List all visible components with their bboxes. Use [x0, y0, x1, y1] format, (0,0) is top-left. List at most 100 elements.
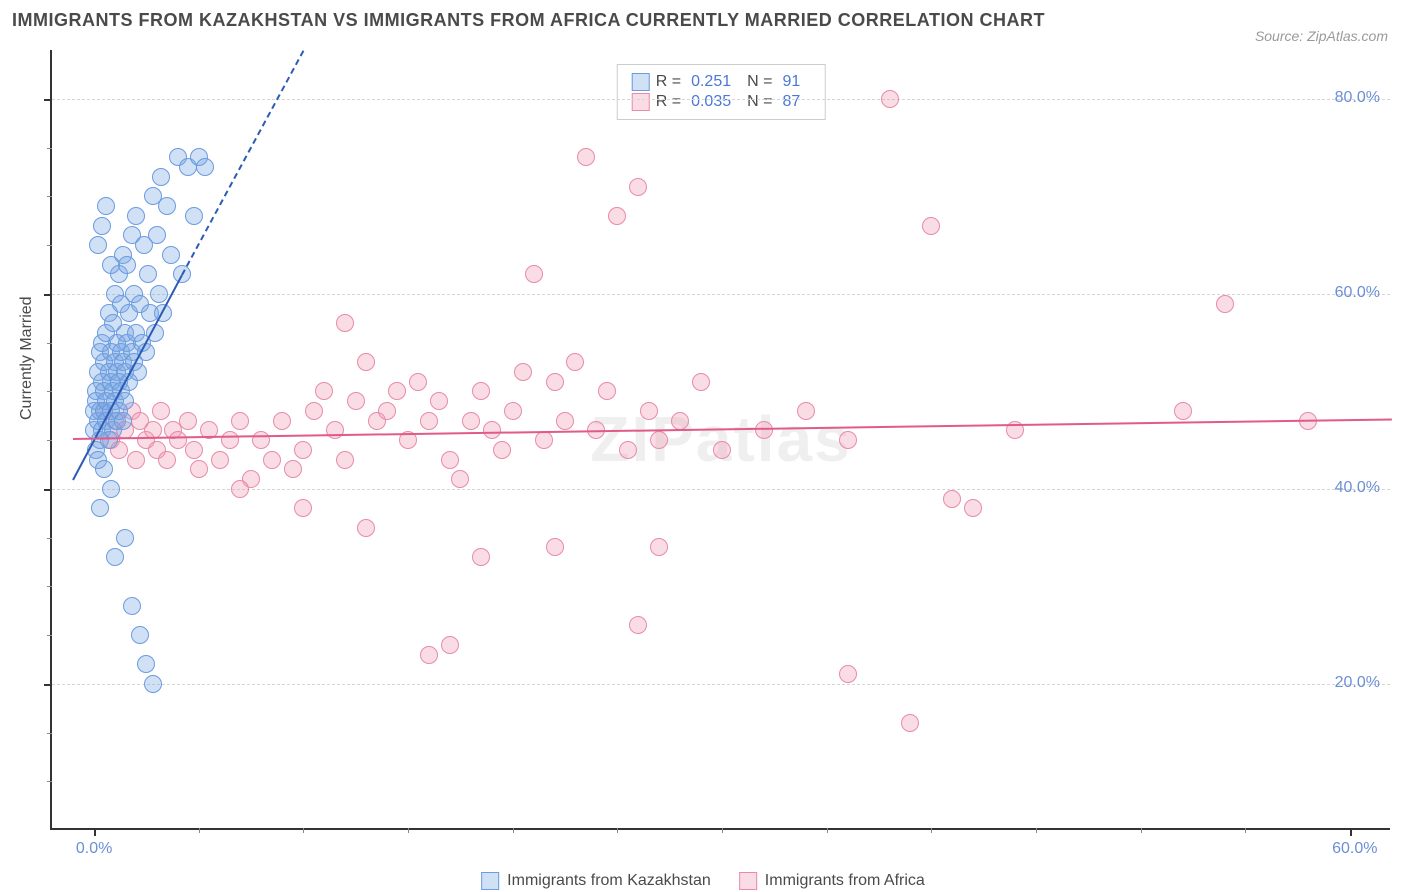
x-tick-label: 60.0% — [1332, 840, 1377, 858]
tick-y-minor — [47, 781, 52, 782]
tick-y-minor — [47, 635, 52, 636]
scatter-point-series2 — [535, 431, 553, 449]
scatter-point-series2 — [546, 373, 564, 391]
scatter-point-series2 — [294, 441, 312, 459]
scatter-point-series2 — [472, 548, 490, 566]
scatter-point-series2 — [231, 480, 249, 498]
scatter-point-series1 — [127, 207, 145, 225]
r-label: R = — [656, 93, 681, 111]
tick-y-minor — [47, 391, 52, 392]
legend-label: Immigrants from Kazakhstan — [507, 872, 711, 890]
scatter-point-series1 — [123, 597, 141, 615]
tick-y — [44, 684, 52, 686]
scatter-point-series1 — [158, 197, 176, 215]
tick-x-minor — [827, 828, 828, 833]
scatter-point-series2 — [1216, 295, 1234, 313]
legend-swatch-series1 — [481, 872, 499, 890]
tick-x-minor — [1245, 828, 1246, 833]
scatter-point-series2 — [619, 441, 637, 459]
scatter-point-series2 — [797, 402, 815, 420]
gridline-h — [52, 684, 1390, 685]
scatter-point-series2 — [462, 412, 480, 430]
scatter-point-series2 — [922, 217, 940, 235]
x-tick-label: 0.0% — [76, 840, 112, 858]
gridline-h — [52, 294, 1390, 295]
scatter-point-series2 — [357, 519, 375, 537]
legend-swatch-series2 — [632, 93, 650, 111]
tick-y-minor — [47, 733, 52, 734]
tick-y-minor — [47, 343, 52, 344]
scatter-point-series2 — [650, 431, 668, 449]
tick-y-minor — [47, 440, 52, 441]
scatter-point-series2 — [263, 451, 281, 469]
tick-y — [44, 294, 52, 296]
tick-x-minor — [513, 828, 514, 833]
scatter-point-series2 — [430, 392, 448, 410]
scatter-point-series2 — [127, 451, 145, 469]
legend-item-series2: Immigrants from Africa — [739, 872, 925, 890]
scatter-point-series1 — [196, 158, 214, 176]
scatter-point-series2 — [713, 441, 731, 459]
chart-title: IMMIGRANTS FROM KAZAKHSTAN VS IMMIGRANTS… — [12, 10, 1045, 31]
scatter-point-series2 — [305, 402, 323, 420]
scatter-point-series1 — [131, 626, 149, 644]
tick-x-minor — [1036, 828, 1037, 833]
scatter-point-series2 — [252, 431, 270, 449]
scatter-point-series2 — [839, 665, 857, 683]
n-label: N = — [747, 93, 772, 111]
scatter-point-series2 — [1174, 402, 1192, 420]
scatter-point-series2 — [483, 421, 501, 439]
scatter-point-series2 — [546, 538, 564, 556]
tick-y-minor — [47, 196, 52, 197]
legend-swatch-series2 — [739, 872, 757, 890]
scatter-point-series1 — [137, 655, 155, 673]
scatter-point-series1 — [152, 168, 170, 186]
scatter-point-series2 — [336, 314, 354, 332]
tick-x-minor — [303, 828, 304, 833]
scatter-point-series2 — [388, 382, 406, 400]
scatter-point-series2 — [629, 178, 647, 196]
scatter-point-series2 — [409, 373, 427, 391]
tick-y — [44, 489, 52, 491]
scatter-point-series2 — [640, 402, 658, 420]
scatter-point-series2 — [493, 441, 511, 459]
tick-x-minor — [931, 828, 932, 833]
n-value: 87 — [782, 93, 800, 111]
scatter-point-series2 — [608, 207, 626, 225]
legend-label: Immigrants from Africa — [765, 872, 925, 890]
scatter-point-series1 — [102, 480, 120, 498]
scatter-point-series2 — [472, 382, 490, 400]
scatter-point-series2 — [577, 148, 595, 166]
y-tick-label: 60.0% — [1335, 284, 1380, 302]
r-value: 0.035 — [691, 93, 731, 111]
scatter-point-series1 — [97, 197, 115, 215]
scatter-point-series2 — [152, 402, 170, 420]
r-value: 0.251 — [691, 73, 731, 91]
scatter-point-series2 — [839, 431, 857, 449]
scatter-point-series2 — [671, 412, 689, 430]
scatter-point-series1 — [139, 265, 157, 283]
tick-y — [44, 99, 52, 101]
legend-stats-row-2: R = 0.035 N = 87 — [632, 93, 811, 111]
tick-y-minor — [47, 586, 52, 587]
scatter-point-series1 — [106, 548, 124, 566]
scatter-point-series2 — [943, 490, 961, 508]
scatter-point-series2 — [169, 431, 187, 449]
tick-y-minor — [47, 538, 52, 539]
scatter-point-series2 — [185, 441, 203, 459]
scatter-point-series2 — [514, 363, 532, 381]
scatter-point-series2 — [347, 392, 365, 410]
scatter-point-series2 — [231, 412, 249, 430]
scatter-point-series1 — [144, 675, 162, 693]
scatter-point-series2 — [420, 412, 438, 430]
scatter-point-series2 — [629, 616, 647, 634]
n-label: N = — [747, 73, 772, 91]
scatter-point-series2 — [556, 412, 574, 430]
scatter-point-series1 — [116, 529, 134, 547]
trendline-series2 — [73, 419, 1392, 440]
scatter-point-series1 — [89, 236, 107, 254]
scatter-plot-area: ZIPatlas R = 0.251 N = 91 R = 0.035 N = … — [50, 50, 1390, 830]
scatter-point-series2 — [964, 499, 982, 517]
scatter-point-series2 — [158, 451, 176, 469]
scatter-point-series1 — [148, 226, 166, 244]
